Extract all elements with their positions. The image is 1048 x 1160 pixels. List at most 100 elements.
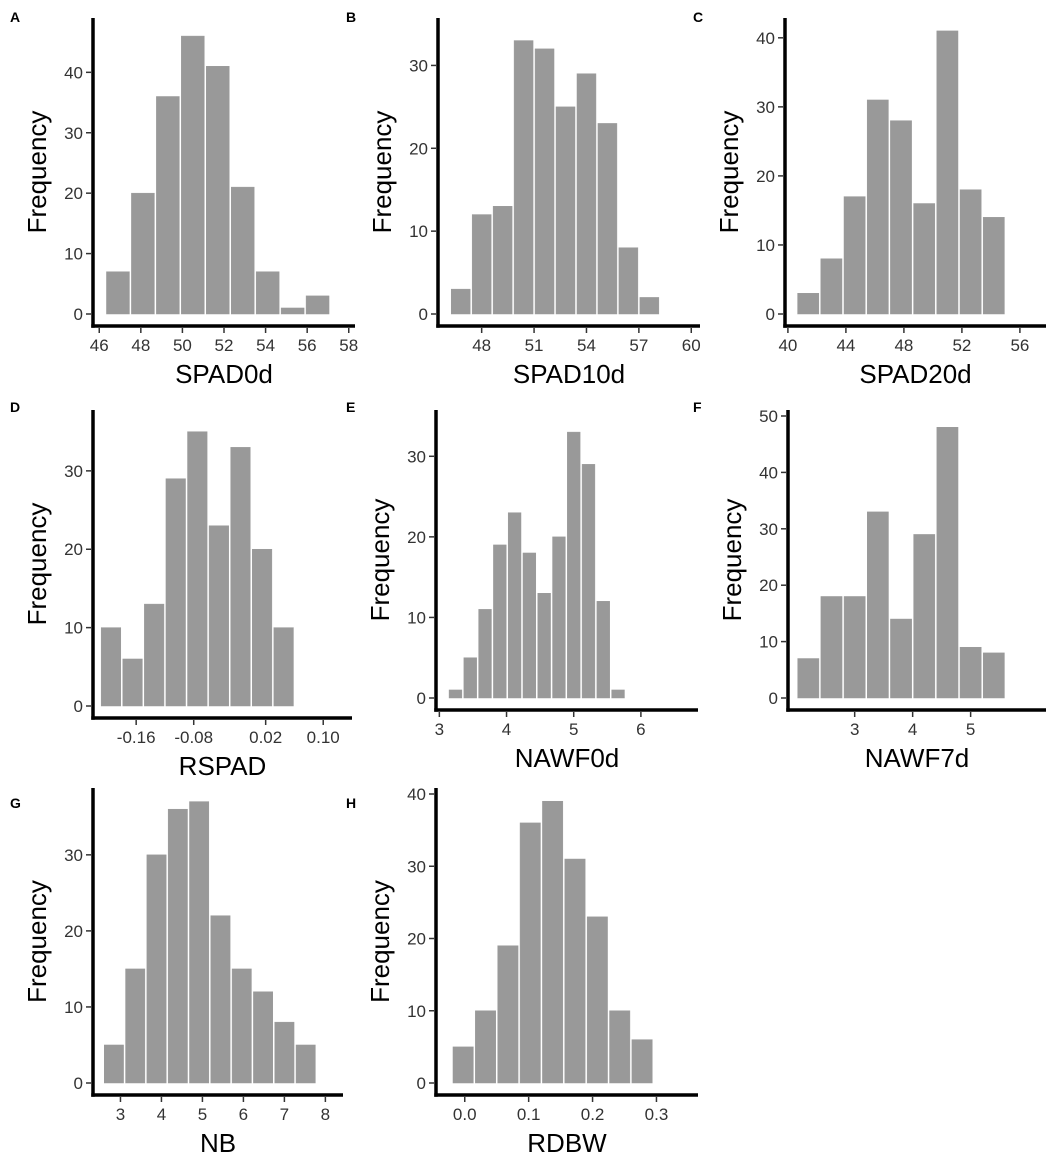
bar-H-8 [631,1039,653,1084]
x-tick-label-A-0: 46 [90,336,109,355]
y-axis-title-D: Frequency [22,503,52,626]
x-tick-label-B-2: 54 [577,336,596,355]
bar-D-4 [187,431,208,707]
bar-C-7 [959,189,982,315]
bar-A-2 [156,96,180,315]
y-tick-label-B-20: 20 [409,139,428,158]
x-tick-label-B-4: 60 [682,336,701,355]
y-tick-label-H-20: 20 [407,930,426,949]
y-axis-title-G: Frequency [22,880,52,1003]
x-tick-label-B-1: 51 [525,336,544,355]
y-tick-label-H-40: 40 [407,785,426,804]
bar-D-7 [252,548,273,707]
bar-D-5 [208,525,229,707]
bar-H-0 [452,1046,474,1084]
bar-F-0 [797,658,820,699]
panel-D: 0 10 20 30 -0.16 -0.08 0.02 0.10 RSPAD Frequency D [10,399,352,781]
y-axis-title-B: Frequency [367,111,397,234]
x-tick-label-B-3: 57 [629,336,648,355]
y-axis-title-F: Frequency [717,499,747,622]
x-axis-title-C: SPAD20d [859,359,971,389]
x-tick-label-F-2: 5 [966,720,975,739]
bar-B-2 [492,206,513,315]
y-tick-label-E-10: 10 [407,608,426,627]
y-tick-label-B-30: 30 [409,56,428,75]
y-tick-label-F-0: 0 [769,689,778,708]
bar-B-4 [534,48,555,315]
bar-E-2 [478,609,492,699]
bar-F-3 [867,511,889,699]
bar-A-1 [131,192,155,315]
bar-A-8 [305,295,330,315]
panel-letter-A: A [10,9,20,25]
bar-F-2 [843,596,866,699]
bar-G-3 [167,808,188,1084]
x-axis-title-D: RSPAD [179,751,267,781]
bar-E-6 [537,593,551,699]
x-tick-label-A-6: 58 [339,336,358,355]
panel-letter-C: C [693,9,703,25]
y-tick-label-G-30: 30 [64,846,83,865]
y-tick-label-A-0: 0 [74,305,83,324]
bar-E-5 [522,552,537,699]
panel-letter-D: D [10,399,20,415]
bar-F-1 [820,596,843,699]
x-tick-label-A-5: 56 [298,336,317,355]
bar-A-5 [230,186,255,315]
bar-C-8 [982,217,1005,315]
x-tick-label-E-1: 4 [502,720,511,739]
bar-D-1 [122,658,143,707]
bar-C-3 [866,99,889,315]
bar-D-3 [165,478,186,707]
bar-F-7 [959,646,982,699]
x-tick-label-D-2: 0.02 [249,728,282,747]
panel-letter-E: E [346,399,355,415]
panel-H: 0 10 20 30 40 0.0 0.1 0.2 0.3 RDBW Frequency H [346,785,698,1158]
x-tick-label-B-0: 48 [472,336,491,355]
x-tick-label-E-3: 6 [636,720,645,739]
bar-G-4 [189,801,210,1084]
y-tick-label-H-10: 10 [407,1002,426,1021]
x-tick-label-G-5: 8 [321,1105,330,1124]
y-axis-title-H: Frequency [365,880,395,1003]
panel-letter-H: H [346,795,356,811]
y-tick-label-A-20: 20 [64,184,83,203]
bar-C-6 [936,30,959,315]
y-tick-label-E-30: 30 [407,447,426,466]
x-tick-label-C-2: 48 [894,336,913,355]
panel-A: 0 10 20 30 40 46 48 50 52 54 56 58 SPAD0d Frequency A [10,9,358,389]
x-tick-label-G-3: 6 [239,1105,248,1124]
y-tick-label-D-0: 0 [74,697,83,716]
bar-D-6 [230,447,251,707]
bar-A-3 [181,35,205,315]
panel-letter-B: B [346,9,356,25]
bar-B-9 [639,297,660,315]
bar-H-4 [542,800,564,1084]
bar-B-1 [471,214,492,315]
x-tick-label-F-0: 3 [850,720,859,739]
bar-B-6 [576,73,597,315]
panel-C: 0 10 20 30 40 40 44 48 52 56 SPAD20d Frequency C [693,9,1046,389]
y-tick-label-E-20: 20 [407,528,426,547]
bar-B-3 [513,40,534,315]
x-tick-label-C-4: 56 [1010,336,1029,355]
bar-F-4 [890,618,912,699]
x-tick-label-H-2: 0.2 [581,1105,605,1124]
y-tick-label-G-0: 0 [74,1074,83,1093]
bar-B-0 [450,288,471,315]
panel-B: 0 10 20 30 48 51 54 57 60 SPAD10d Frequency B [346,9,701,389]
bar-C-1 [820,258,843,315]
x-tick-label-H-3: 0.3 [645,1105,669,1124]
bar-G-2 [146,854,167,1084]
bar-C-2 [843,196,866,315]
x-tick-label-A-3: 52 [215,336,234,355]
x-axis-title-F: NAWF7d [865,743,970,773]
y-tick-label-C-20: 20 [756,167,775,186]
bar-G-9 [295,1044,316,1084]
bar-C-4 [890,120,912,315]
x-tick-label-G-1: 4 [157,1105,166,1124]
x-tick-label-C-1: 44 [836,336,855,355]
bar-G-7 [253,991,273,1084]
panel-F: 0 10 20 30 40 50 3 4 5 NAWF7d Frequency F [693,399,1046,773]
